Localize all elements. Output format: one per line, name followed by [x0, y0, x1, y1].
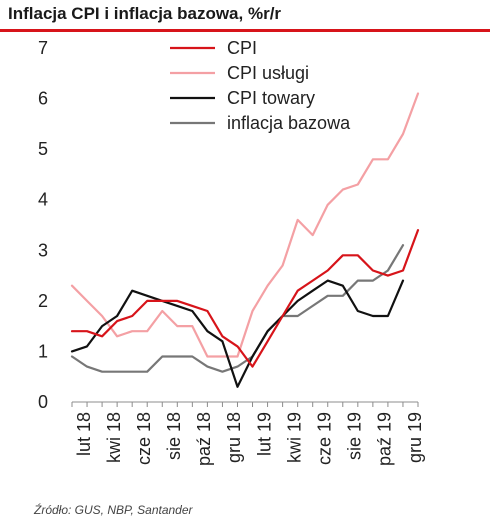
y-tick-label: 1 — [38, 341, 48, 361]
chart-title: Inflacja CPI i inflacja bazowa, %r/r — [8, 4, 282, 23]
x-tick-label: cze 19 — [314, 412, 334, 465]
x-tick-label: sie 18 — [164, 412, 184, 460]
series-line-cpi-usługi — [70, 92, 420, 358]
x-tick-label: paź 18 — [194, 412, 214, 466]
x-tick-label: cze 18 — [134, 412, 154, 465]
x-tick-label: kwi 19 — [284, 412, 304, 463]
x-tick-label: sie 19 — [345, 412, 365, 460]
y-tick-label: 6 — [38, 89, 48, 109]
y-tick-label: 2 — [38, 291, 48, 311]
x-tick-label: gru 18 — [224, 412, 244, 463]
x-tick-label: lut 19 — [254, 412, 274, 456]
x-tick-label: lut 18 — [74, 412, 94, 456]
chart-legend: CPI CPI usługi CPI towary inflacja bazowa — [170, 38, 351, 133]
legend-label: CPI usługi — [227, 63, 309, 83]
x-tick-label: gru 19 — [405, 412, 425, 463]
y-tick-label: 5 — [38, 139, 48, 159]
x-tick-label: paź 19 — [375, 412, 395, 466]
legend-label: CPI towary — [227, 88, 315, 108]
y-tick-label: 7 — [38, 38, 48, 58]
series-line-cpi-towary — [70, 279, 405, 388]
series-line-inflacja-bazowa — [70, 244, 405, 373]
x-tick-label: kwi 18 — [104, 412, 124, 463]
y-tick-label: 0 — [38, 392, 48, 412]
title-underline — [0, 29, 490, 32]
y-tick-label: 4 — [38, 190, 48, 210]
series-line-cpi — [70, 229, 420, 368]
y-tick-label: 3 — [38, 240, 48, 260]
line-chart: 0 1 2 3 4 5 6 7 lut 18 kwi 18 cze 18 sie 18 paź 18 gr… — [38, 38, 425, 466]
legend-label: inflacja bazowa — [227, 113, 351, 133]
legend-label: CPI — [227, 38, 257, 58]
chart-axes: 0 1 2 3 4 5 6 7 lut 18 kwi 18 cze 18 sie 18 paź 18 gr… — [38, 38, 425, 466]
source-note: Źródło: GUS, NBP, Santander — [34, 503, 193, 517]
chart-series — [70, 92, 420, 388]
